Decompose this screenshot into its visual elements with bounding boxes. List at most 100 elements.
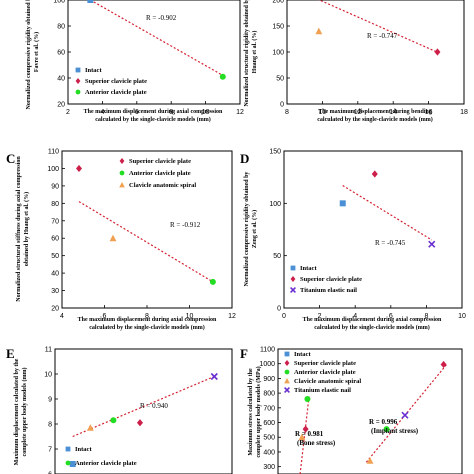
legend-entry: Intact bbox=[294, 351, 311, 358]
legend-marker bbox=[75, 78, 81, 84]
x-tick-label: 10 bbox=[202, 109, 210, 116]
legend: Superior clavicle plate Anterior clavicle… bbox=[119, 158, 196, 189]
legend-entry: Intact bbox=[85, 67, 102, 74]
data-point-titanium-elastic-nail bbox=[210, 372, 218, 381]
data-point-superior-clavicle-plate bbox=[76, 164, 82, 173]
trend-line bbox=[299, 394, 310, 474]
x-axis-title: calculated by the single-clavicle models… bbox=[95, 116, 210, 123]
legend: Intact Anterior clavicle plate bbox=[65, 446, 137, 467]
y-axis-title: Maximum stress calculated by the bbox=[248, 368, 254, 456]
data-point-intact bbox=[339, 200, 346, 207]
legend-marker bbox=[290, 265, 296, 271]
legend-marker bbox=[75, 89, 81, 95]
data-point-clavicle-anatomic-spiral bbox=[366, 457, 374, 464]
y-tick-label: 6 bbox=[48, 472, 52, 474]
data-point-superior-clavicle-plate bbox=[440, 360, 447, 369]
legend-marker bbox=[284, 387, 290, 393]
annotation-label: R = 0.996 bbox=[369, 418, 398, 426]
y-axis-title: Maximum displacement calculated by the bbox=[14, 358, 20, 465]
y-tick-label: 900 bbox=[263, 376, 275, 383]
x-tick-label: 2 bbox=[318, 313, 322, 320]
x-axis-title: calculated by the single-clavicle models… bbox=[317, 116, 432, 123]
y-tick-label: 60 bbox=[51, 236, 59, 243]
trend-line bbox=[317, 0, 440, 54]
x-tick-label: 8 bbox=[285, 109, 289, 116]
y-tick-label: 10 bbox=[44, 372, 52, 379]
panel-d: D 0 50 100 150 0 2 4 6 8 10 The maximum displacemen… bbox=[240, 149, 466, 332]
legend-marker bbox=[75, 67, 81, 73]
y-tick-label: 80 bbox=[57, 24, 65, 31]
x-tick-label: 4 bbox=[353, 313, 357, 320]
legend-marker bbox=[65, 460, 71, 466]
data-point-titanium-elastic-nail bbox=[401, 411, 409, 419]
annotation-label: R = 0.981 bbox=[295, 430, 324, 438]
data-point-intact bbox=[69, 461, 76, 467]
y-axis-title: Normalized structural rigidity obtained … bbox=[244, 0, 250, 107]
x-tick-label: 12 bbox=[228, 313, 236, 320]
y-tick-label: 100 bbox=[272, 50, 284, 57]
correlation-label: R = -0.745 bbox=[375, 239, 406, 247]
trend-line bbox=[90, 0, 224, 76]
x-tick-label: 4 bbox=[60, 313, 64, 320]
annotation-label: (Bone stress) bbox=[297, 439, 336, 447]
y-axis-title: Normalized compressive rigidity obtained… bbox=[26, 0, 32, 109]
y-tick-label: 150 bbox=[269, 149, 281, 156]
data-point-clavicle-anatomic-spiral bbox=[109, 234, 117, 242]
legend-marker bbox=[65, 446, 71, 452]
annotation-label: (Implant stress) bbox=[371, 427, 419, 435]
y-tick-label: 600 bbox=[263, 420, 275, 427]
y-tick-label: 50 bbox=[273, 253, 281, 260]
y-axis-title: Huang et al. (%) bbox=[251, 31, 258, 74]
y-tick-label: 400 bbox=[263, 449, 275, 456]
legend-entry: Superior clavicle plate bbox=[300, 276, 362, 283]
x-tick-label: 10 bbox=[319, 109, 327, 116]
y-tick-label: 30 bbox=[51, 288, 59, 295]
legend-entry: Anterior clavicle plate bbox=[294, 369, 356, 376]
plot-frame bbox=[283, 150, 463, 309]
panel-label: C bbox=[6, 151, 15, 166]
y-tick-label: 8 bbox=[48, 422, 52, 429]
data-point-titanium-elastic-nail bbox=[428, 240, 436, 248]
y-axis-title: complete upper body models (mm) bbox=[21, 368, 28, 457]
y-tick-label: 100 bbox=[269, 201, 281, 208]
x-tick-label: 6 bbox=[389, 313, 393, 320]
y-tick-label: 0 bbox=[280, 102, 284, 109]
x-tick-label: 18 bbox=[460, 109, 468, 116]
panel-label: E bbox=[6, 346, 15, 361]
y-tick-label: 800 bbox=[263, 391, 275, 398]
correlation-label: R = -0.747 bbox=[367, 32, 398, 40]
panel-c: C 20 30 40 50 60 70 80 90 100 110 4 6 8 10 12 The maximu… bbox=[6, 149, 236, 332]
x-tick-label: 8 bbox=[424, 313, 428, 320]
legend-entry: Anterior clavicle plate bbox=[75, 460, 137, 467]
legend-marker bbox=[284, 360, 290, 366]
legend-marker bbox=[284, 369, 290, 375]
legend: Intact Superior clavicle plate Anterior cl… bbox=[75, 67, 147, 96]
trend-line bbox=[365, 363, 448, 463]
y-tick-label: 50 bbox=[276, 76, 284, 83]
y-axis-title: Favre et al. (%) bbox=[33, 32, 40, 72]
correlation-label: R = -0.912 bbox=[170, 221, 201, 229]
panel-f: F 300 400 500 600 700 800 900 1000 1100 Maximum st… bbox=[240, 346, 463, 474]
x-axis-title: calculated by the single-clavicle models… bbox=[314, 324, 429, 331]
legend-entry: Superior clavicle plate bbox=[85, 78, 147, 85]
y-tick-label: 110 bbox=[48, 149, 59, 156]
legend-marker bbox=[290, 287, 296, 293]
y-tick-label: 150 bbox=[272, 24, 284, 31]
y-axis-title: Zeng et al. (%) bbox=[251, 210, 258, 248]
data-point-superior-clavicle-plate bbox=[136, 419, 143, 427]
legend-entry: Clavicle anatomic spiral bbox=[129, 182, 196, 189]
x-tick-label: 14 bbox=[389, 109, 397, 116]
y-tick-label: 9 bbox=[48, 397, 52, 404]
x-axis-title: calculated by the single-clavicle models… bbox=[89, 324, 204, 331]
y-tick-label: 1100 bbox=[260, 347, 275, 354]
plot-frame bbox=[54, 348, 233, 474]
x-tick-label: 2 bbox=[66, 109, 70, 116]
y-tick-label: 50 bbox=[51, 253, 59, 260]
x-tick-label: 12 bbox=[236, 109, 244, 116]
legend-entry: Superior clavicle plate bbox=[294, 360, 356, 367]
legend: Intact Superior clavicle plate Anterior cl… bbox=[284, 351, 361, 394]
x-tick-label: 16 bbox=[425, 109, 433, 116]
legend-marker bbox=[284, 351, 290, 357]
legend-entry: Intact bbox=[300, 265, 317, 272]
legend-entry: Superior clavicle plate bbox=[129, 158, 191, 165]
